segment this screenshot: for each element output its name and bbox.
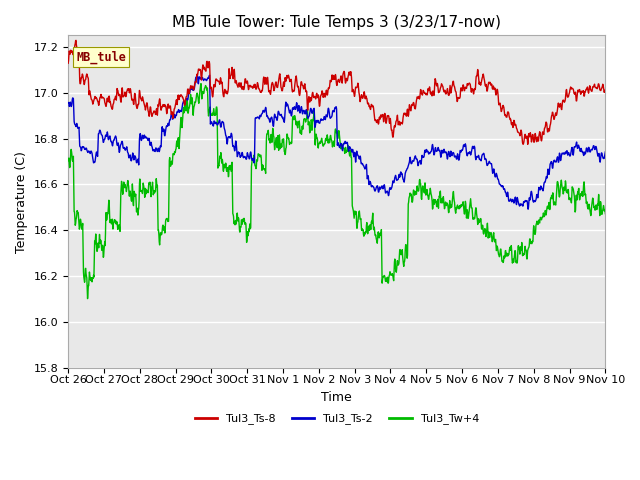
Legend: Tul3_Ts-8, Tul3_Ts-2, Tul3_Tw+4: Tul3_Ts-8, Tul3_Ts-2, Tul3_Tw+4 [190,409,483,429]
Title: MB Tule Tower: Tule Temps 3 (3/23/17-now): MB Tule Tower: Tule Temps 3 (3/23/17-now… [172,15,501,30]
Y-axis label: Temperature (C): Temperature (C) [15,151,28,252]
Text: MB_tule: MB_tule [76,50,126,63]
X-axis label: Time: Time [321,391,352,404]
